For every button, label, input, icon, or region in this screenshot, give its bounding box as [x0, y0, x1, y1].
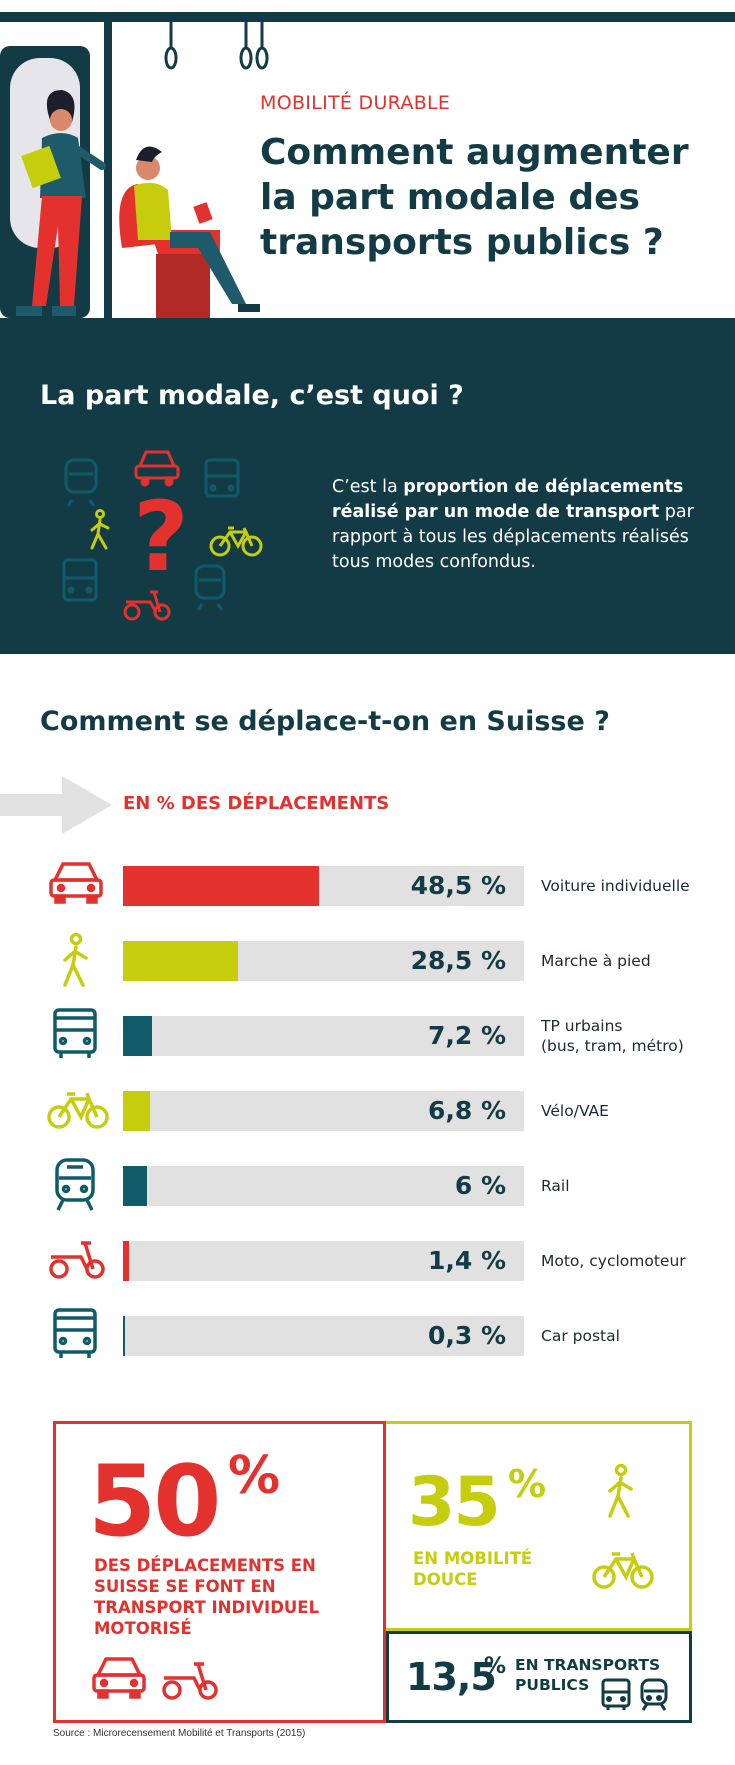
bar-category-label: Marche à pied — [541, 951, 651, 971]
bar — [123, 1241, 129, 1281]
bar-category-label-line: Vélo/VAE — [541, 1102, 609, 1120]
definition-text-lead: C’est la — [332, 477, 404, 497]
train-icon — [55, 1158, 95, 1211]
bar-track: 0,3 % — [123, 1316, 524, 1356]
public-transport-text: EN TRANSPORTS PUBLICS — [515, 1656, 661, 1694]
motorized-percent-sign: % — [228, 1446, 281, 1506]
bar-track: 6 % — [123, 1166, 524, 1206]
bar-category-label: TP urbains (bus, tram, métro) — [541, 1016, 684, 1056]
svg-text:?: ? — [133, 481, 189, 593]
bus-icon — [53, 1008, 97, 1058]
bar-track: 6,8 % — [123, 1091, 524, 1131]
bar — [123, 1316, 125, 1356]
motorized-summary-box — [53, 1421, 386, 1723]
bar-value-label: 48,5 % — [410, 871, 506, 900]
bar — [123, 1091, 151, 1131]
pedestrian-icon — [608, 1464, 633, 1518]
section-kicker: MOBILITÉ DURABLE — [260, 92, 451, 114]
bar — [123, 866, 319, 906]
source-note: Source : Microrecensement Mobilité et Tr… — [53, 1728, 306, 1739]
soft-mobility-percent-sign: % — [508, 1462, 547, 1506]
train-icon — [640, 1678, 668, 1711]
bicycle-icon — [47, 1092, 109, 1129]
definition-text-tail: par rapport à tous les déplacements réal… — [332, 502, 694, 572]
definition-heading: La part modale, c’est quoi ? — [40, 380, 464, 411]
bar-category-label: Vélo/VAE — [541, 1101, 609, 1121]
bar-category-label-line: TP urbains — [541, 1017, 623, 1035]
bar-category-label-line: Voiture individuelle — [541, 877, 690, 895]
scooter-icon — [162, 1662, 218, 1700]
page-title: Comment augmenter la part modale des tra… — [260, 132, 689, 263]
bar — [123, 941, 239, 981]
car-icon — [92, 1657, 146, 1699]
scooter-icon — [49, 1241, 105, 1279]
transport-modes-question-illustration: ? — [62, 450, 263, 621]
top-rail — [0, 12, 735, 22]
commuters-illustration — [0, 22, 269, 318]
bar-value-label: 7,2 % — [427, 1021, 506, 1050]
bar-track: 48,5 % — [123, 866, 524, 906]
soft-mobility-text: EN MOBILITÉ DOUCE — [413, 1549, 533, 1589]
bar-track: 1,4 % — [123, 1241, 524, 1281]
bar-category-label: Voiture individuelle — [541, 876, 690, 896]
definition-text: C’est la proportion de déplacements réal… — [332, 475, 702, 575]
arrow-graphic — [0, 776, 112, 834]
bus-icon — [53, 1308, 97, 1358]
bar-category-label-line: Marche à pied — [541, 952, 651, 970]
bar-category-label-line: Rail — [541, 1177, 570, 1195]
bar-category-label-line: (bus, tram, métro) — [541, 1037, 684, 1055]
bar-track: 7,2 % — [123, 1016, 524, 1056]
public-transport-value: 13,5 — [406, 1655, 497, 1699]
bar-track: 28,5 % — [123, 941, 524, 981]
bar-category-label: Moto, cyclomoteur — [541, 1251, 686, 1271]
bus-icon — [601, 1678, 631, 1710]
bar — [123, 1166, 148, 1206]
public-transport-percent-sign: % — [484, 1654, 507, 1679]
bar-value-label: 0,3 % — [427, 1321, 506, 1350]
bar-category-label: Car postal — [541, 1326, 620, 1346]
car-icon — [49, 862, 103, 904]
motorized-value: 50 — [88, 1445, 221, 1559]
bicycle-icon — [592, 1552, 654, 1589]
chart-title: EN % DES DÉPLACEMENTS — [123, 793, 390, 814]
bar-value-label: 6,8 % — [427, 1096, 506, 1125]
bar-value-label: 28,5 % — [410, 946, 506, 975]
bar-category-label-line: Car postal — [541, 1327, 620, 1345]
soft-mobility-summary-box — [386, 1421, 692, 1631]
bar — [123, 1016, 153, 1056]
definition-panel — [0, 318, 735, 654]
bar-category-label-line: Moto, cyclomoteur — [541, 1252, 686, 1270]
bar-value-label: 1,4 % — [427, 1246, 506, 1275]
bar-category-label: Rail — [541, 1176, 570, 1196]
soft-mobility-value: 35 — [408, 1463, 501, 1542]
definition-text-emphasis: proportion de déplacements réalisé par u… — [332, 477, 684, 522]
public-transport-summary-box — [386, 1631, 692, 1723]
pedestrian-icon — [63, 933, 88, 987]
bar-value-label: 6 % — [454, 1171, 506, 1200]
motorized-text: DES DÉPLACEMENTS EN SUISSE SE FONT EN TR… — [94, 1556, 320, 1638]
chart-heading: Comment se déplace-t-on en Suisse ? — [40, 706, 610, 737]
